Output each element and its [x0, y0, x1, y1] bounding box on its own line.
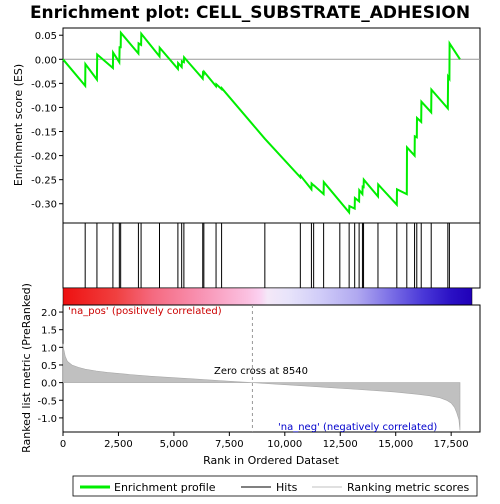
- metric-y-tick-label: 0.5: [41, 361, 57, 372]
- es-y-tick-label: -0.10: [31, 103, 57, 114]
- metric-y-tick-label: 1.0: [41, 343, 57, 354]
- neg-correlated-label: 'na_neg' (negatively correlated): [278, 422, 437, 433]
- x-axis-label: Rank in Ordered Dataset: [203, 454, 340, 467]
- x-tick-label: 0: [60, 439, 66, 450]
- hits-panel-frame: [62, 222, 481, 289]
- es-y-tick-label: -0.05: [31, 79, 57, 90]
- metric-panel-frame: [62, 304, 481, 433]
- legend-item-enrichment: Enrichment profile: [114, 481, 216, 494]
- es-y-tick-label: -0.25: [31, 176, 57, 187]
- es-y-tick-label: -0.20: [31, 152, 57, 163]
- x-tick-label: 15,000: [378, 439, 413, 450]
- x-tick-label: 17,500: [434, 439, 469, 450]
- es-y-axis: 0.05 0.00 -0.05 -0.10 -0.15 -0.20 -0.25 -0.30: [31, 31, 63, 211]
- x-tick-label: 12,500: [323, 439, 358, 450]
- x-tick-label: 10,000: [267, 439, 302, 450]
- es-y-tick-label: -0.15: [31, 128, 57, 139]
- x-tick-label: 5,000: [160, 439, 189, 450]
- metric-y-tick-label: 1.5: [41, 326, 57, 337]
- metric-y-tick-label: 0.0: [41, 379, 57, 390]
- enrichment-profile-line: [62, 30, 461, 216]
- es-y-axis-label: Enrichment score (ES): [12, 64, 25, 186]
- es-y-tick-label: 0.00: [35, 55, 57, 66]
- es-y-tick-label: -0.30: [31, 200, 57, 211]
- chart-title: Enrichment plot: CELL_SUBSTRATE_ADHESION: [30, 3, 470, 23]
- x-axis: 0 2,500 5,000 7,500 10,000 12,500 15,000 17,500: [60, 432, 469, 450]
- x-tick-label: 7,500: [215, 439, 244, 450]
- pos-correlated-label: 'na_pos' (positively correlated): [68, 306, 222, 317]
- x-tick-label: 2,500: [104, 439, 133, 450]
- enrichment-profile: [62, 30, 461, 216]
- legend-item-hits: Hits: [276, 481, 298, 494]
- ranking-color-bar: [62, 287, 473, 306]
- metric-y-axis-label: Ranked list metric (PreRanked): [20, 283, 33, 453]
- metric-y-tick-label: -0.5: [37, 396, 57, 407]
- ranking-metric-area: [62, 343, 461, 431]
- legend: [72, 475, 478, 497]
- metric-y-axis: 2.0 1.5 1.0 0.5 0.0 -0.5 -1.0: [37, 308, 63, 425]
- es-y-tick-label: 0.05: [35, 31, 57, 42]
- legend-item-metric: Ranking metric scores: [347, 481, 469, 494]
- metric-y-tick-label: -1.0: [37, 414, 57, 425]
- metric-y-tick-label: 2.0: [41, 308, 57, 319]
- es-panel-frame: [62, 27, 481, 224]
- zero-cross-label: Zero cross at 8540: [214, 366, 308, 377]
- ranking-metric-fill: [62, 343, 461, 431]
- hit-marks: [84, 223, 450, 288]
